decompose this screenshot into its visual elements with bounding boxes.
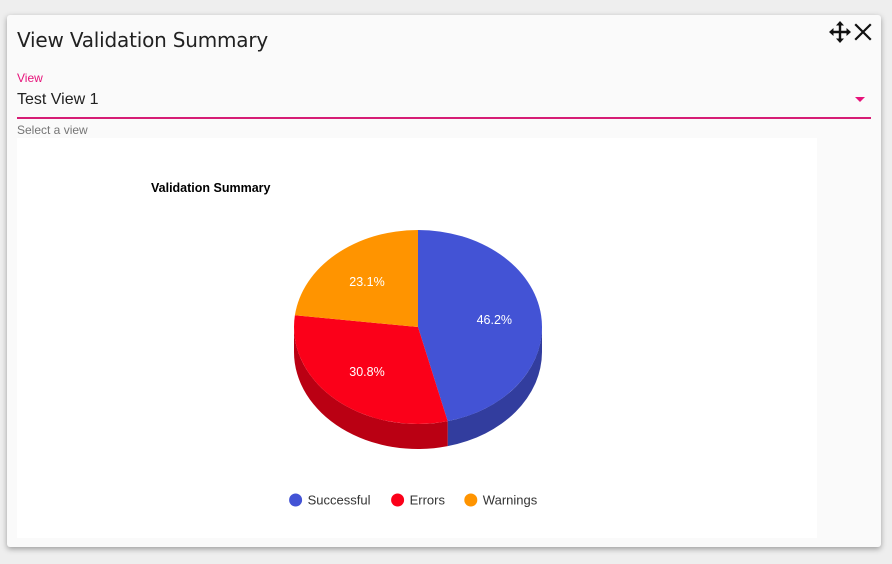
pie-slice-errors[interactable] bbox=[293, 315, 448, 425]
move-arrows-icon[interactable] bbox=[828, 20, 852, 44]
view-select-value: Test View 1 bbox=[17, 91, 99, 108]
chevron-down-icon bbox=[855, 97, 865, 102]
view-select-field: View Test View 1 Select a view bbox=[17, 71, 871, 137]
pie-side-errors bbox=[294, 327, 448, 450]
chart-legend: Successful Errors Warnings bbox=[289, 493, 538, 508]
pie-label-warnings: 23.1% bbox=[349, 275, 384, 289]
pie-label-successful: 46.2% bbox=[477, 313, 512, 327]
view-select-hint: Select a view bbox=[17, 123, 88, 137]
pie-side-successful bbox=[447, 327, 542, 447]
legend-label-errors: Errors bbox=[410, 493, 446, 508]
validation-summary-dialog: View Validation Summary View Test View 1… bbox=[7, 15, 881, 547]
pie-label-errors: 30.8% bbox=[349, 365, 384, 379]
legend-item-successful[interactable]: Successful bbox=[289, 493, 371, 508]
legend-label-warnings: Warnings bbox=[483, 493, 538, 508]
pie-chart-svg: Validation Summary 46.2% 30.8% 23.1% Succe… bbox=[151, 181, 542, 508]
legend-marker-errors bbox=[391, 493, 405, 507]
legend-marker-warnings bbox=[464, 493, 478, 507]
legend-item-errors[interactable]: Errors bbox=[391, 493, 445, 508]
close-icon[interactable] bbox=[853, 22, 873, 42]
dialog-title: View Validation Summary bbox=[17, 28, 268, 52]
pie-group: 46.2% 30.8% 23.1% bbox=[293, 230, 542, 450]
view-select-label: View bbox=[17, 71, 43, 85]
legend-item-warnings[interactable]: Warnings bbox=[464, 493, 538, 508]
chart-title: Validation Summary bbox=[151, 181, 271, 195]
pie-slice-successful[interactable] bbox=[418, 230, 542, 422]
pie-side-walls bbox=[294, 327, 542, 450]
pie-slice-warnings[interactable] bbox=[294, 230, 418, 327]
view-select[interactable]: Test View 1 bbox=[17, 85, 871, 119]
legend-marker-successful bbox=[289, 493, 303, 507]
legend-label-successful: Successful bbox=[308, 493, 371, 508]
validation-summary-chart: Validation Summary 46.2% 30.8% 23.1% Succe… bbox=[17, 138, 817, 538]
